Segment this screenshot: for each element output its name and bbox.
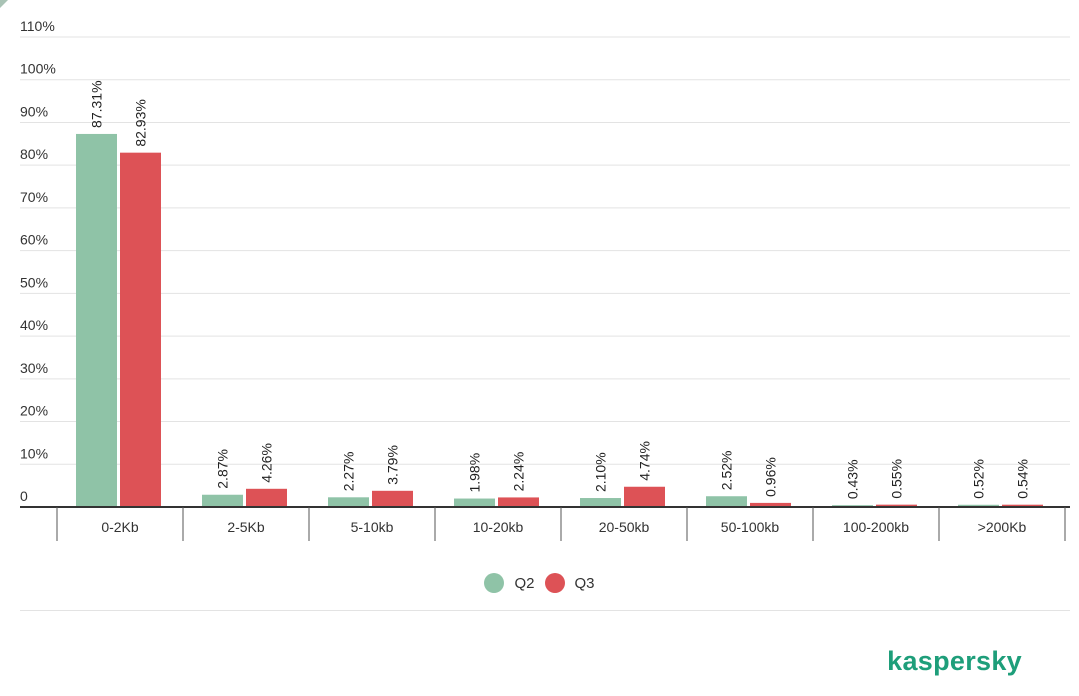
bar-q2[interactable] bbox=[328, 497, 369, 507]
data-label-q3: 4.26% bbox=[259, 443, 275, 483]
y-tick-label: 10% bbox=[20, 445, 48, 461]
bar-q2[interactable] bbox=[580, 498, 621, 507]
legend-swatch-q2 bbox=[484, 573, 505, 593]
data-label-q2: 2.52% bbox=[719, 451, 735, 491]
bar-chart: 0 10% 20% 30% 40% 50% 60% 70% 80% 90% 100% 110% 87.… bbox=[20, 18, 1070, 541]
legend-swatch-q3 bbox=[544, 573, 565, 593]
y-tick-label: 110% bbox=[20, 18, 55, 34]
x-tick-label: 20-50kb bbox=[599, 519, 650, 535]
data-label-q3: 2.24% bbox=[511, 452, 527, 492]
legend: Q2 Q3 bbox=[0, 568, 1079, 598]
bar-q3[interactable] bbox=[750, 502, 791, 507]
x-tick-label: 5-10kb bbox=[351, 519, 394, 535]
x-tick-label: 10-20kb bbox=[473, 519, 524, 535]
y-tick-label: 70% bbox=[20, 189, 48, 205]
legend-label-q3: Q3 bbox=[574, 574, 595, 592]
bar-q3[interactable] bbox=[498, 497, 539, 507]
x-tick-label: 2-5Kb bbox=[227, 519, 265, 535]
data-label-q3: 0.54% bbox=[1015, 459, 1031, 499]
bar-q2[interactable] bbox=[706, 496, 747, 507]
y-tick-label: 30% bbox=[20, 360, 48, 376]
y-tick-label: 0 bbox=[20, 488, 28, 504]
bar-q2[interactable] bbox=[202, 494, 243, 507]
data-label-q3: 3.79% bbox=[385, 445, 401, 485]
legend-label-q2: Q2 bbox=[514, 574, 535, 592]
corner-marker bbox=[0, 0, 8, 8]
bar-q3[interactable] bbox=[624, 486, 665, 507]
gridlines bbox=[20, 36, 1070, 465]
bar-q3[interactable] bbox=[372, 490, 413, 507]
x-tick-label: 0-2Kb bbox=[101, 519, 139, 535]
legend-divider bbox=[20, 610, 1070, 611]
data-label-q2: 0.43% bbox=[845, 459, 861, 499]
bar-q2[interactable] bbox=[76, 133, 117, 507]
bars: 87.31% 82.93% 2.87% 4.26% 2.27% 3.79% 1.98% 2.2… bbox=[76, 80, 1043, 507]
y-tick-label: 50% bbox=[20, 274, 48, 290]
x-tick-label: 100-200kb bbox=[843, 519, 909, 535]
bar-q3[interactable] bbox=[246, 488, 287, 507]
bar-q3[interactable] bbox=[876, 504, 917, 507]
data-label-q2: 0.52% bbox=[971, 459, 987, 499]
data-label-q3: 4.74% bbox=[637, 441, 653, 481]
y-axis: 0 10% 20% 30% 40% 50% 60% 70% 80% 90% 100% 110% bbox=[20, 18, 56, 504]
y-tick-label: 90% bbox=[20, 103, 48, 119]
data-label-q2: 2.27% bbox=[341, 452, 357, 492]
y-tick-label: 40% bbox=[20, 317, 48, 333]
x-tick-label: >200Kb bbox=[978, 519, 1027, 535]
legend-item-q2[interactable]: Q2 bbox=[484, 573, 535, 593]
bar-q2[interactable] bbox=[454, 498, 495, 507]
bar-q2[interactable] bbox=[958, 504, 999, 507]
data-label-q2: 2.87% bbox=[215, 449, 231, 489]
x-axis: 0-2Kb 2-5Kb 5-10kb 10-20kb 20-50kb 50-100kb 10… bbox=[20, 506, 1070, 541]
y-tick-label: 80% bbox=[20, 146, 48, 162]
bar-q3[interactable] bbox=[1002, 504, 1043, 507]
y-tick-label: 100% bbox=[20, 61, 56, 77]
data-label-q3: 0.55% bbox=[889, 459, 905, 499]
x-tick-label: 50-100kb bbox=[721, 519, 780, 535]
data-label-q2: 87.31% bbox=[89, 80, 105, 127]
brand-logo: kaspersky bbox=[887, 646, 1022, 676]
data-label-q2: 2.10% bbox=[593, 452, 609, 492]
bar-q3[interactable] bbox=[120, 152, 161, 507]
data-label-q3: 82.93% bbox=[133, 99, 149, 146]
y-tick-label: 60% bbox=[20, 232, 48, 248]
data-label-q3: 0.96% bbox=[763, 457, 779, 497]
legend-item-q3[interactable]: Q3 bbox=[544, 573, 595, 593]
data-label-q2: 1.98% bbox=[467, 453, 483, 493]
y-tick-label: 20% bbox=[20, 403, 48, 419]
